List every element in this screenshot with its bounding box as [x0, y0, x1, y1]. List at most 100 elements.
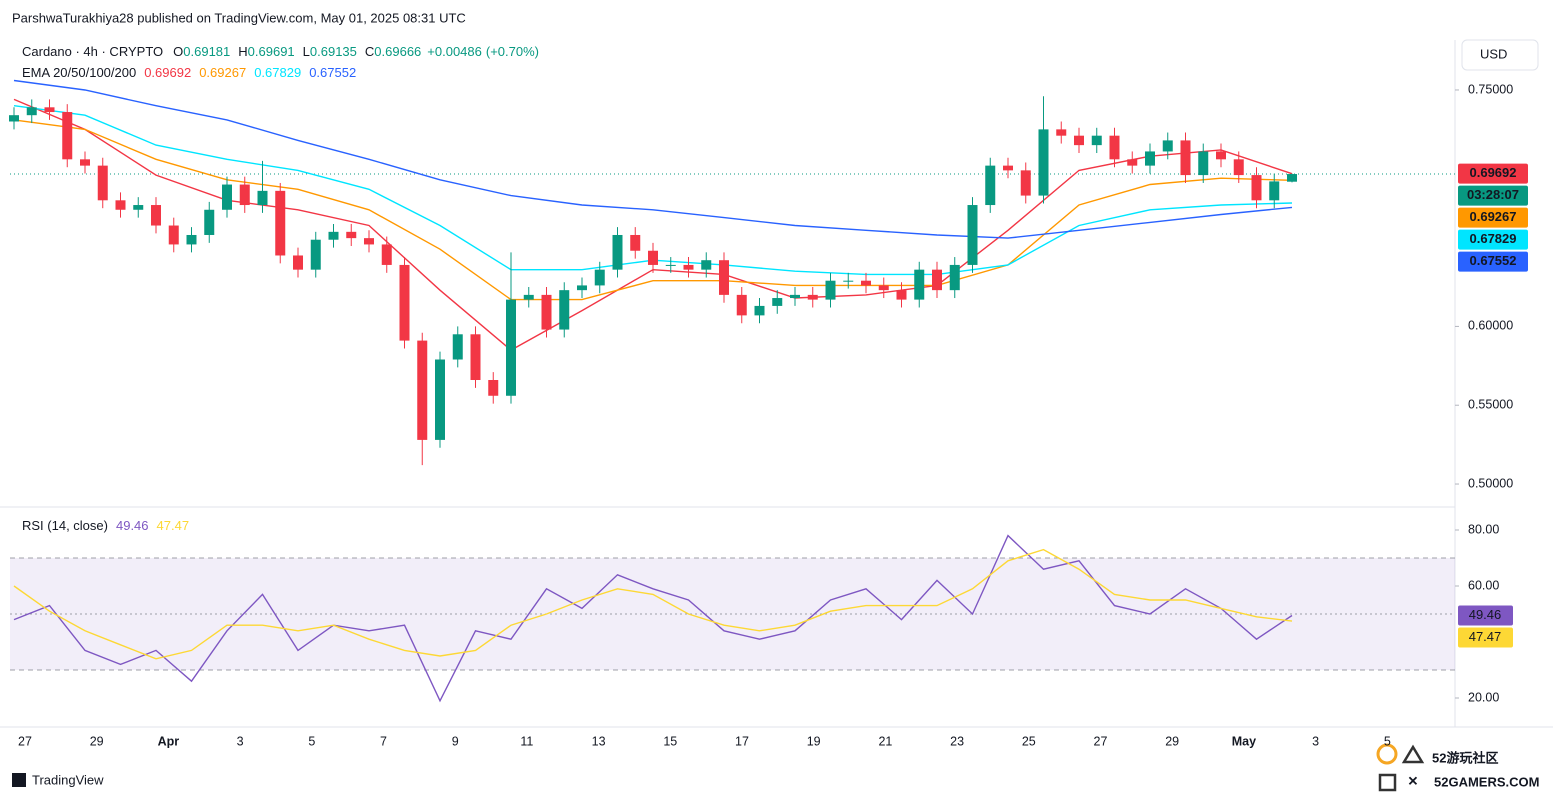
price-label: 0.69692	[1470, 165, 1517, 180]
x-tick-label: 3	[1312, 734, 1319, 748]
rsi-label: 49.46	[1469, 607, 1502, 622]
candle-body	[1162, 140, 1173, 152]
candle-body	[949, 264, 960, 291]
currency[interactable]: USD	[1480, 46, 1507, 61]
candle-body	[701, 260, 712, 270]
rsi-legend: RSI (14, close) 49.46 47.47	[22, 518, 189, 533]
ohlc-key: O	[173, 44, 183, 59]
price-label-box	[1458, 229, 1528, 250]
candle-body	[967, 205, 978, 265]
candle-body	[772, 298, 783, 306]
candle-body	[612, 234, 623, 270]
candle-body	[932, 269, 942, 291]
x-tick-label: 9	[452, 734, 459, 748]
change: +0.00486	[427, 44, 482, 59]
candle-body	[257, 190, 268, 206]
symbol-legend: Cardano · 4h · CRYPTO O0.69181 H0.69691 L0.…	[22, 44, 539, 59]
rsi-title: RSI (14, close)	[22, 518, 108, 533]
x-tick-label: 29	[1165, 734, 1179, 748]
candle-body	[754, 305, 765, 316]
price-label: 03:28:07	[1467, 187, 1519, 202]
watermark: 52游玩社区	[1432, 750, 1498, 765]
candle-body	[1269, 181, 1280, 201]
x-tick-label: 13	[592, 734, 606, 748]
candle-body	[736, 294, 747, 316]
candle-body	[1127, 159, 1138, 166]
candle-body	[559, 290, 570, 330]
candle-body	[417, 340, 428, 440]
ohlc-key: L	[303, 44, 310, 59]
x-tick-label: 17	[735, 734, 749, 748]
x-tick-label: May	[1232, 734, 1256, 748]
candle-body	[648, 250, 658, 265]
candle-body	[1251, 175, 1262, 201]
candle-body	[861, 280, 871, 286]
candle-body	[80, 159, 90, 166]
candle-body	[825, 280, 836, 300]
candle-body	[1216, 151, 1226, 160]
candle-body	[9, 115, 19, 122]
candle-body	[364, 238, 374, 245]
candle-body	[239, 184, 250, 206]
candle-body	[1287, 174, 1297, 182]
candle-body	[665, 264, 676, 266]
candle-body	[523, 294, 534, 300]
candle-body	[577, 285, 587, 291]
candle-body	[807, 294, 818, 300]
ohlc-value: 0.69181	[183, 44, 230, 59]
wm-icon	[1378, 773, 1397, 792]
x-tick-label: 23	[950, 734, 964, 748]
candle-body	[328, 231, 339, 240]
candle-body	[168, 225, 179, 245]
ohlc-key: C	[365, 44, 374, 59]
x-tick-label: 7	[380, 734, 387, 748]
candle-body	[790, 294, 800, 299]
candle-body	[1109, 135, 1120, 160]
candle-body	[62, 112, 73, 160]
candle-body	[985, 165, 996, 206]
candle-body	[1145, 151, 1155, 166]
candle-body	[399, 264, 410, 341]
x-tick-label: 21	[878, 734, 892, 748]
candle-body	[914, 269, 925, 300]
rsi-label-box	[1458, 627, 1513, 648]
candle-body	[1056, 129, 1067, 136]
candle-body	[435, 359, 445, 440]
indicator: EMA 20/50/100/200	[22, 65, 136, 80]
x-tick-label: 29	[90, 734, 104, 748]
price-label-box	[1458, 251, 1528, 272]
candle-body	[594, 269, 605, 286]
y-tick-label: 0.60000	[1468, 319, 1513, 333]
candle-body	[151, 205, 161, 226]
rsi-label: 47.47	[1469, 629, 1502, 644]
change-pct: (+0.70%)	[486, 44, 539, 59]
watermark-sub: 52GAMERS.COM	[1434, 774, 1539, 789]
y-tick-label: 60.00	[1468, 578, 1499, 592]
candle-body	[719, 260, 729, 295]
ohlc-value: 0.69666	[374, 44, 421, 59]
y-tick-label: 0.50000	[1468, 476, 1513, 490]
candle-body	[186, 234, 197, 245]
candle-body	[133, 205, 144, 210]
currency-button[interactable]	[1461, 39, 1539, 71]
wm-icon	[1401, 744, 1425, 764]
line	[13, 548, 1293, 660]
x-tick-label: 27	[18, 734, 32, 748]
ema-value: 0.67829	[254, 65, 301, 80]
ema-value: 0.69692	[144, 65, 191, 80]
wm-icon	[1376, 743, 1398, 765]
x-tick-label: 11	[520, 734, 533, 748]
x-tick-label: 25	[1022, 734, 1036, 748]
price-label-box	[1458, 185, 1528, 206]
x-tick-label: Apr	[158, 734, 180, 748]
candle-body	[1233, 159, 1244, 176]
rsi-value: 47.47	[157, 518, 190, 533]
candle-body	[488, 380, 499, 396]
x-tick-label: 5	[308, 734, 315, 748]
logo-mark	[12, 773, 26, 787]
rsi-value: 49.46	[116, 518, 149, 533]
wm-icon: ✕	[1408, 773, 1419, 788]
candle-body	[26, 107, 37, 116]
